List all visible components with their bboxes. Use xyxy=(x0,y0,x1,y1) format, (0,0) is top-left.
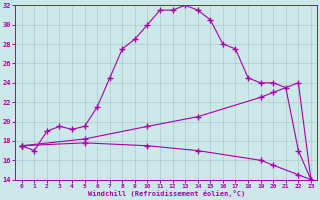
X-axis label: Windchill (Refroidissement éolien,°C): Windchill (Refroidissement éolien,°C) xyxy=(88,190,245,197)
